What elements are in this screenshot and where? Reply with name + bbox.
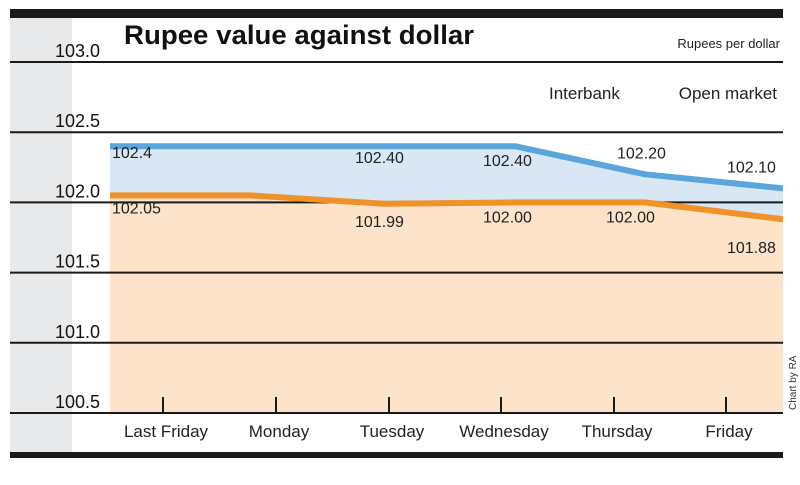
open-market-data-label: 101.88 <box>727 240 776 257</box>
y-tick-label: 103.0 <box>55 41 100 61</box>
chart-title: Rupee value against dollar <box>124 20 474 50</box>
y-tick-label: 102.5 <box>55 111 100 131</box>
x-tick-label: Last Friday <box>124 422 209 441</box>
x-tick-label: Wednesday <box>459 422 549 441</box>
x-tick-label: Friday <box>705 422 753 441</box>
x-tick-label: Tuesday <box>360 422 425 441</box>
bottom-bar <box>10 452 783 458</box>
interbank-line <box>110 143 784 192</box>
interbank-data-label: 102.20 <box>617 145 666 162</box>
credit: Chart by RA <box>788 355 799 410</box>
top-bar <box>10 9 783 18</box>
interbank-data-label: 102.40 <box>355 150 404 167</box>
y-tick-label: 102.0 <box>55 181 100 201</box>
y-axis-band <box>10 18 72 453</box>
open-market-area <box>110 195 783 413</box>
open-market-data-label: 101.99 <box>355 214 404 231</box>
interbank-data-label: 102.4 <box>112 145 152 162</box>
y-tick-label: 101.5 <box>55 252 100 272</box>
x-tick-label: Monday <box>249 422 310 441</box>
open-market-data-label: 102.00 <box>606 209 655 226</box>
open-market-data-label: 102.05 <box>112 200 161 217</box>
legend-open-market: Open market <box>679 84 778 103</box>
open-market-data-label: 102.00 <box>483 209 532 226</box>
x-tick-label: Thursday <box>582 422 653 441</box>
interbank-data-label: 102.40 <box>483 153 532 170</box>
unit-label: Rupees per dollar <box>677 36 780 51</box>
interbank-data-label: 102.10 <box>727 159 776 176</box>
y-tick-label: 101.0 <box>55 322 100 342</box>
legend-interbank: Interbank <box>549 84 620 103</box>
y-tick-label: 100.5 <box>55 392 100 412</box>
open-market-line <box>110 192 784 223</box>
